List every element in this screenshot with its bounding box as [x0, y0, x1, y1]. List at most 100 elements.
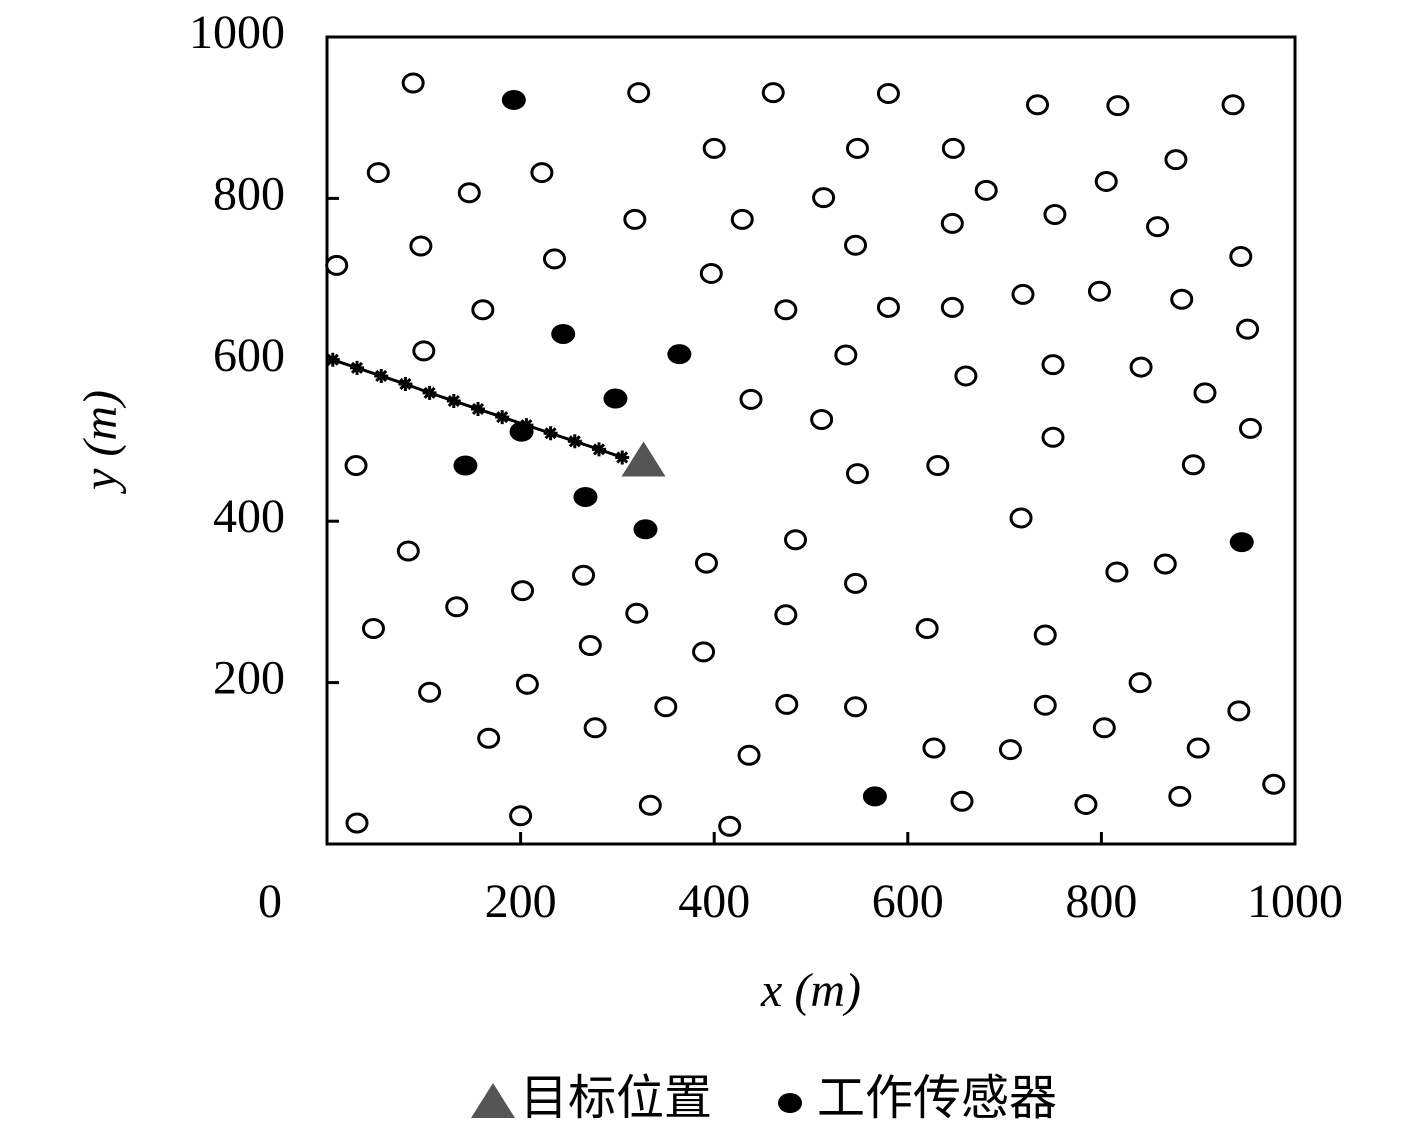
sensor — [515, 673, 539, 695]
sensor — [1033, 694, 1057, 716]
sensor — [1105, 561, 1129, 583]
sensor — [1221, 94, 1245, 116]
sensor — [699, 262, 723, 284]
working-sensor — [862, 786, 887, 807]
track-marker — [519, 418, 534, 433]
x-tick-label: 400 — [678, 875, 750, 928]
sensor — [1041, 354, 1065, 376]
legend-label: 工作传感器 — [817, 1072, 1057, 1125]
sensor — [1229, 246, 1253, 268]
sensor — [718, 815, 742, 837]
track-marker — [374, 368, 389, 383]
x-tick-label: 600 — [872, 875, 944, 928]
sensor — [1146, 216, 1170, 238]
sensor — [950, 790, 974, 812]
sensor — [638, 794, 662, 816]
sensor — [572, 564, 596, 586]
sensor — [834, 344, 858, 366]
sensor — [457, 182, 481, 204]
track-marker — [567, 434, 582, 449]
sensor — [692, 641, 716, 663]
sensor — [845, 137, 869, 159]
sensor — [1106, 95, 1130, 117]
sensor — [1074, 793, 1098, 815]
sensor — [1087, 280, 1111, 302]
sensor — [915, 618, 939, 640]
track-marker — [422, 385, 437, 400]
sensor — [1164, 149, 1188, 171]
track-marker — [615, 450, 630, 465]
sensor — [774, 604, 798, 626]
sensor — [412, 340, 436, 362]
sensor — [325, 254, 349, 276]
sensor — [583, 717, 607, 739]
legend-symbol — [778, 1093, 803, 1113]
sensor — [409, 235, 433, 257]
sensor — [739, 388, 763, 410]
sensor — [1041, 426, 1065, 448]
sensor — [345, 812, 369, 834]
sensor — [954, 365, 978, 387]
y-tick-label: 600 — [213, 329, 285, 382]
sensor — [361, 618, 385, 640]
sensor — [578, 634, 602, 656]
y-tick-label: 1000 — [189, 6, 285, 59]
sensor — [784, 529, 808, 551]
sensor — [702, 137, 726, 159]
sensor — [1238, 417, 1262, 439]
sensor — [922, 737, 946, 759]
sensor — [774, 299, 798, 321]
sensor — [694, 552, 718, 574]
sensor — [1043, 204, 1067, 226]
sensor — [627, 82, 651, 104]
y-tick-label: 400 — [213, 490, 285, 543]
y-tick-label: 200 — [213, 652, 285, 705]
sensor — [509, 805, 533, 827]
sensor — [974, 179, 998, 201]
track-marker — [350, 360, 365, 375]
x-tick-label: 200 — [485, 875, 557, 928]
sensor — [926, 455, 950, 477]
x-tick-label: 800 — [1065, 875, 1137, 928]
sensor — [1092, 717, 1116, 739]
target — [621, 441, 666, 477]
working-sensor — [603, 388, 628, 409]
working-sensor — [633, 519, 658, 540]
sensor — [418, 681, 442, 703]
track-marker — [592, 442, 607, 457]
sensor — [998, 739, 1022, 761]
x-tick-label: 1000 — [1247, 875, 1343, 928]
sensor — [1236, 318, 1260, 340]
track-marker — [495, 410, 510, 425]
sensor — [1153, 553, 1177, 575]
sensor — [730, 208, 754, 230]
sensor — [1227, 700, 1251, 722]
legend-symbol — [471, 1083, 515, 1118]
sensor — [542, 248, 566, 270]
sensor — [876, 82, 900, 104]
legend-label: 目标位置 — [520, 1072, 712, 1125]
sensor — [625, 602, 649, 624]
sensor — [1262, 773, 1286, 795]
sensor — [1168, 785, 1192, 807]
track-marker — [446, 393, 461, 408]
plot-frame — [325, 35, 1297, 846]
track-marker — [325, 352, 340, 367]
sensor — [1026, 94, 1050, 116]
track-marker — [543, 426, 558, 441]
sensor — [940, 296, 964, 318]
sensor — [445, 596, 469, 618]
sensor — [530, 162, 554, 184]
working-sensor — [551, 323, 576, 344]
sensor — [737, 744, 761, 766]
sensor — [940, 212, 964, 234]
sensor — [1181, 454, 1205, 476]
sensor — [845, 463, 869, 485]
sensor — [366, 162, 390, 184]
sensor — [812, 187, 836, 209]
x-axis-label: x (m) — [760, 964, 861, 1017]
sensor — [1128, 672, 1152, 694]
sensor — [1009, 507, 1033, 529]
sensor — [344, 455, 368, 477]
